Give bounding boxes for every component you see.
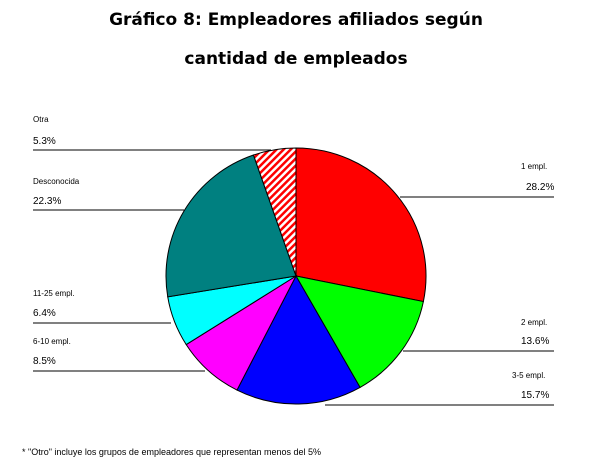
slice-value-3-5-empl: 15.7%: [521, 390, 549, 401]
slice-value-otra: 5.3%: [33, 136, 56, 147]
chart-title-line2: cantidad de empleados: [184, 49, 408, 69]
slice-label-desconocida: Desconocida: [33, 177, 80, 186]
slice-label-6-10-empl: 6-10 empl.: [33, 337, 71, 346]
slice-label-otra: Otra: [33, 115, 49, 124]
slice-value-1-empl: 28.2%: [526, 182, 554, 193]
slice-value-11-25-empl: 6.4%: [33, 308, 56, 319]
chart-footnote: * "Otro" incluye los grupos de empleador…: [22, 447, 322, 457]
slice-label-11-25-empl: 11-25 empl.: [33, 289, 75, 298]
slice-label-3-5-empl: 3-5 empl.: [512, 371, 545, 380]
slice-2-empl: [295, 275, 424, 389]
slice-desconocida: [165, 154, 297, 298]
slice-value-desconocida: 22.3%: [33, 196, 61, 207]
chart-title-line1: Gráfico 8: Empleadores afiliados según: [109, 10, 483, 30]
slice-label-2-empl: 2 empl.: [521, 318, 547, 327]
slice-3-5-empl: [236, 274, 361, 405]
slice-value-6-10-empl: 8.5%: [33, 356, 56, 367]
slice-1-empl: [295, 147, 427, 303]
slice-label-1-empl: 1 empl.: [521, 162, 547, 171]
slice-value-2-empl: 13.6%: [521, 336, 549, 347]
slice-otra: [252, 147, 297, 277]
